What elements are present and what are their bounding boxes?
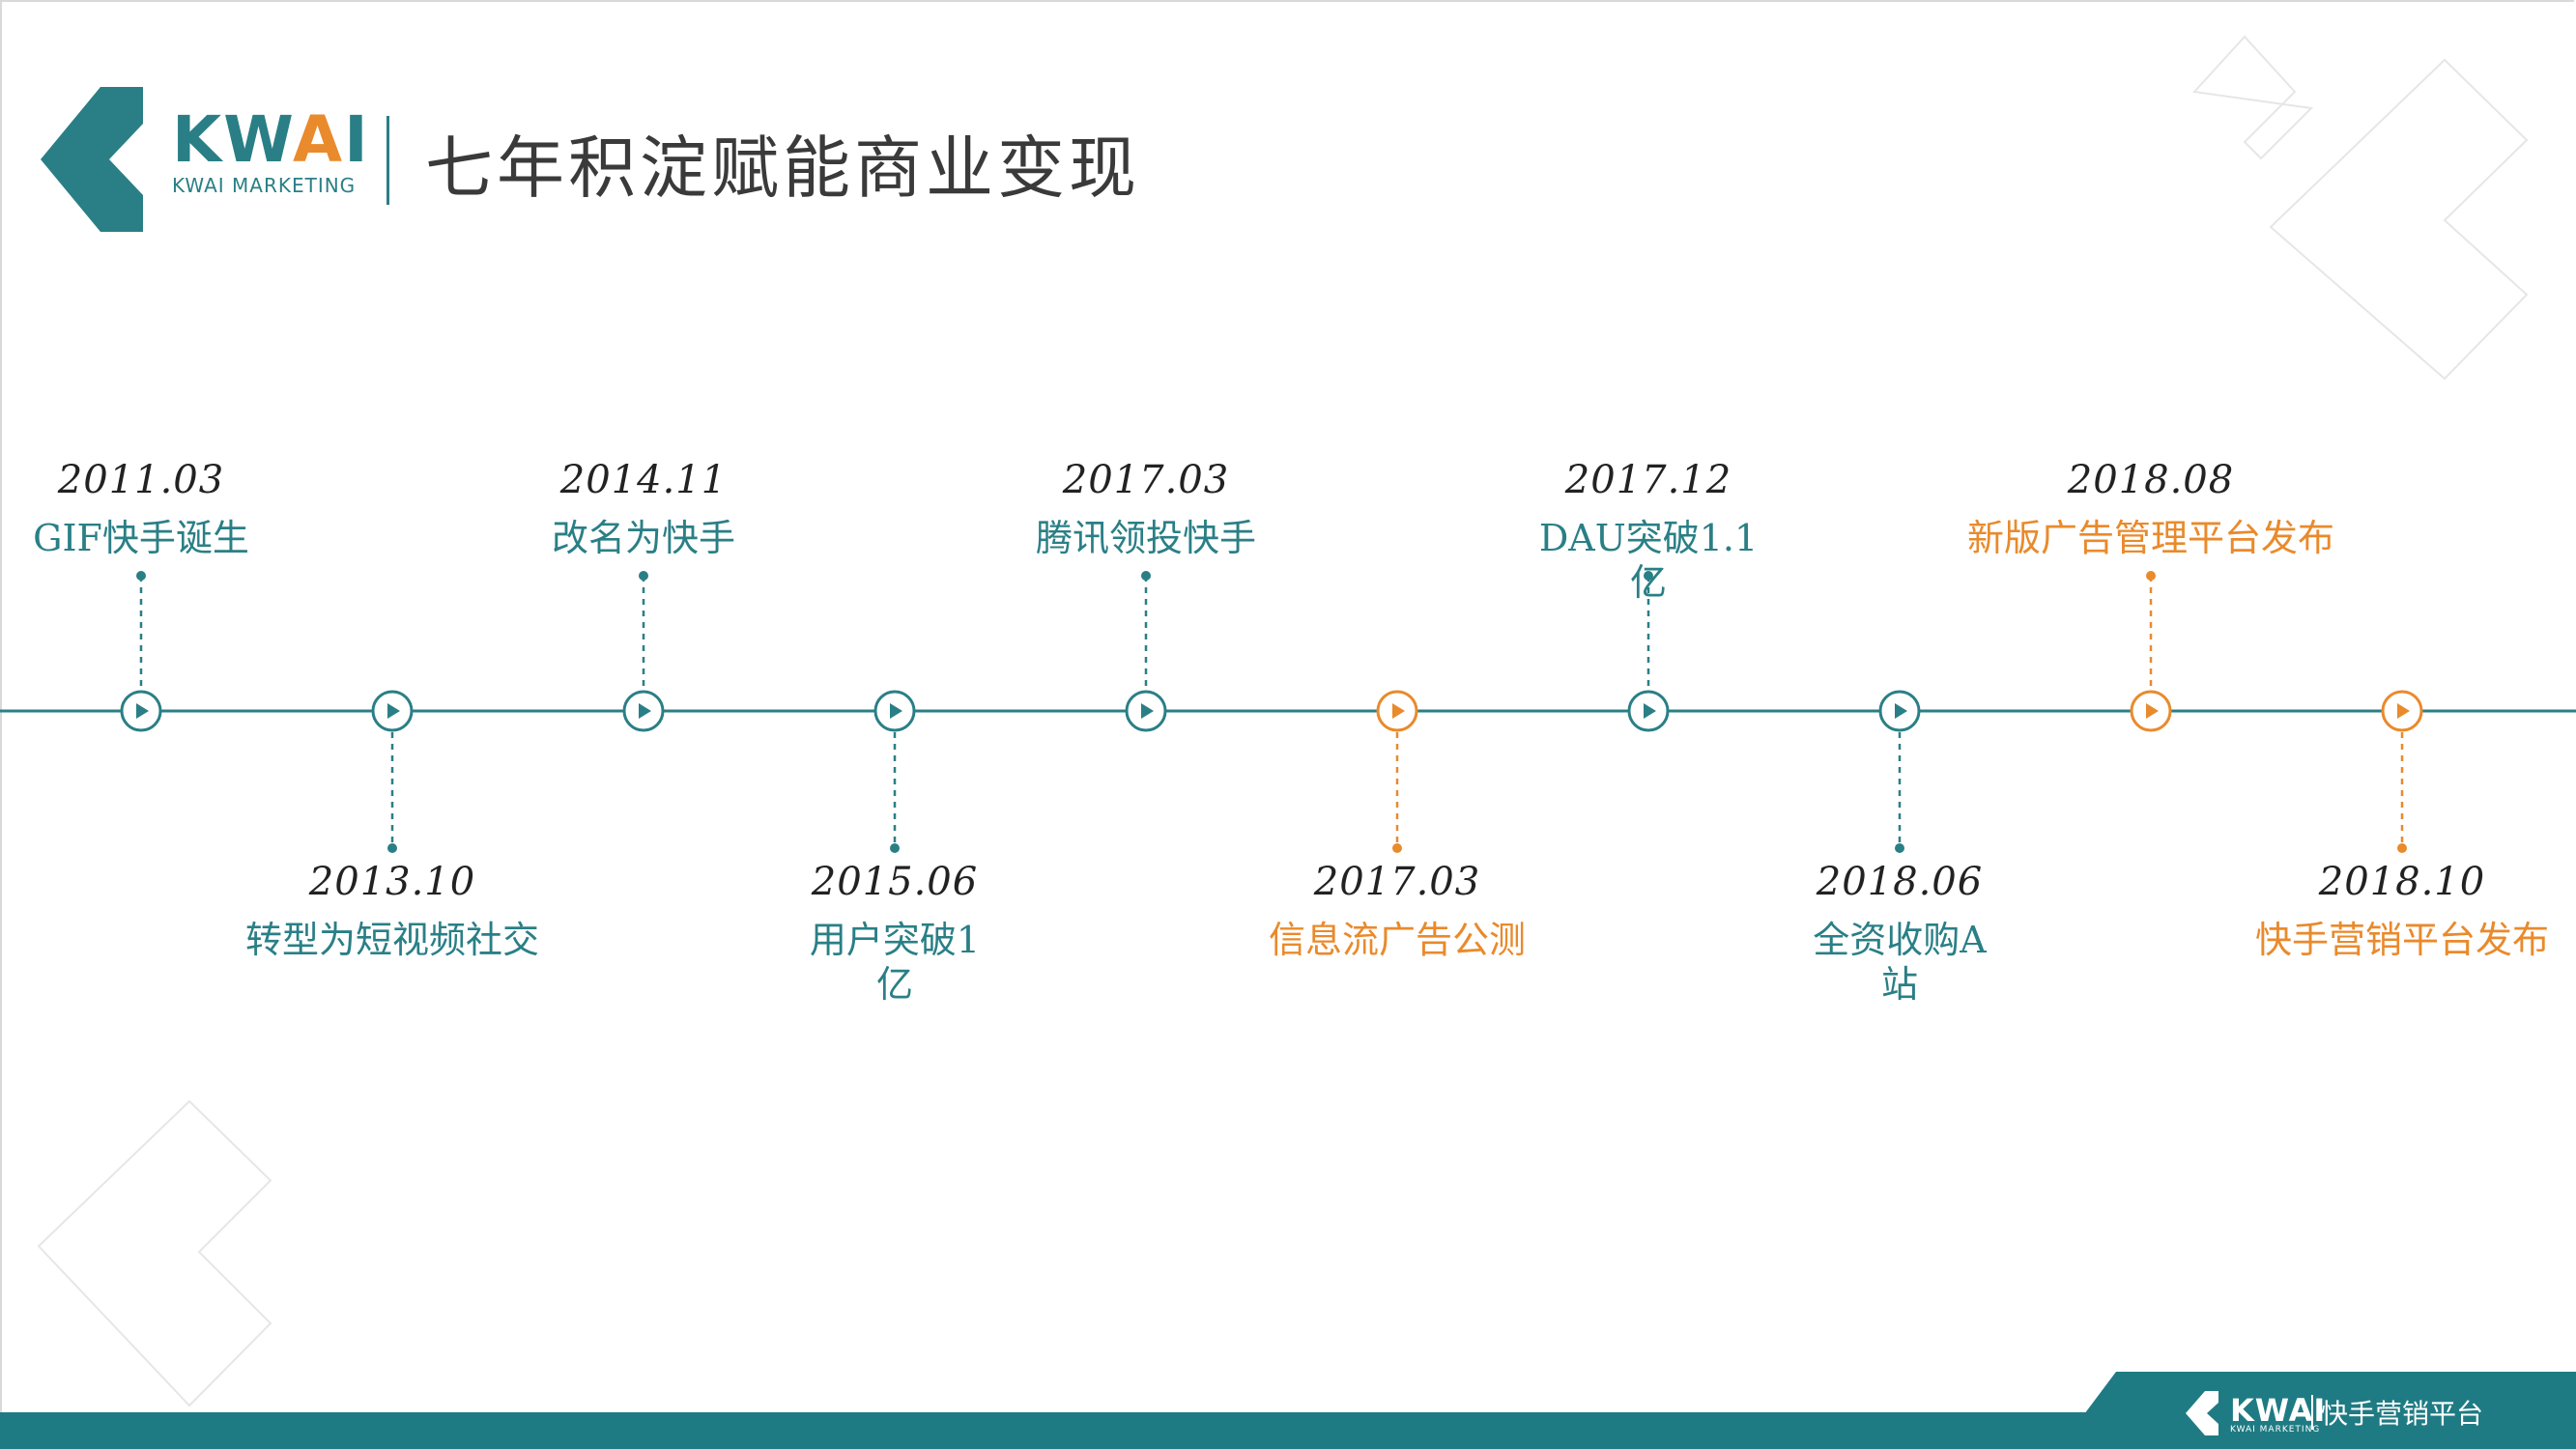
play-icon	[387, 703, 400, 719]
milestone-date: 2015.06	[811, 860, 979, 904]
play-icon	[890, 703, 902, 719]
play-icon	[2397, 703, 2410, 719]
deco-chevron-large	[2269, 58, 2529, 381]
milestone-dot	[890, 843, 900, 853]
page-title: 七年积淀赋能商业变现	[425, 128, 1140, 208]
footer-divider	[2311, 1395, 2313, 1430]
milestone-date: 2017.03	[1313, 860, 1481, 904]
milestone-dot	[1644, 571, 1653, 581]
milestone-label: 全资收购A 站	[1813, 919, 1987, 1006]
milestone-dot	[1392, 843, 1402, 853]
milestone-date: 2018.06	[1816, 860, 1984, 904]
milestone-dot	[2146, 571, 2156, 581]
milestone-date: 2011.03	[57, 458, 225, 502]
brand-logo-word: KWAI	[172, 102, 370, 177]
milestone-label: 改名为快手	[551, 517, 736, 559]
milestone-date: 2018.10	[2318, 860, 2486, 904]
footer-logo-word: KWAI	[2230, 1392, 2327, 1429]
milestone-dot	[639, 571, 648, 581]
header-divider	[386, 116, 389, 205]
milestone-dot	[136, 571, 146, 581]
milestone-label: DAU突破1.1 亿	[1538, 517, 1759, 604]
play-icon	[639, 703, 651, 719]
play-icon	[2146, 703, 2159, 719]
deco-chevron-small	[2191, 35, 2314, 160]
milestone-label: 腾讯领投快手	[1035, 517, 1257, 559]
milestone-date: 2014.11	[559, 458, 728, 502]
milestone-label: GIF快手诞生	[33, 517, 249, 559]
footer-text: 快手营销平台	[2321, 1398, 2484, 1430]
milestone-label: 用户突破1 亿	[809, 919, 981, 1006]
milestone-date: 2013.10	[308, 860, 476, 904]
play-icon	[1895, 703, 1907, 719]
milestone-dot	[387, 843, 397, 853]
footer-logo-subtitle: KWAI MARKETING	[2230, 1425, 2321, 1435]
milestone-dot	[2397, 843, 2407, 853]
milestone-dot	[1141, 571, 1151, 581]
play-icon	[136, 703, 149, 719]
milestone-label: 转型为短视频社交	[244, 919, 540, 961]
milestone-date: 2017.12	[1564, 458, 1732, 502]
milestone-label: 快手营销平台发布	[2254, 919, 2550, 961]
milestone-label: 信息流广告公测	[1268, 919, 1527, 961]
footer-logo-icon	[2186, 1391, 2218, 1435]
milestone-date: 2017.03	[1062, 458, 1230, 502]
play-icon	[1392, 703, 1405, 719]
milestone-date: 2018.08	[2067, 458, 2235, 502]
play-icon	[1141, 703, 1154, 719]
brand-logo: KWAI KWAI MARKETING	[172, 102, 370, 198]
brand-logo-subtitle: KWAI MARKETING	[172, 174, 357, 197]
milestone-label: 新版广告管理平台发布	[1966, 517, 2335, 559]
play-icon	[1644, 703, 1656, 719]
milestone-dot	[1895, 843, 1904, 853]
footer-tab	[2058, 1372, 2576, 1449]
deco-chevron-bottom-left	[37, 1099, 272, 1407]
kwai-logo-icon	[41, 87, 143, 232]
